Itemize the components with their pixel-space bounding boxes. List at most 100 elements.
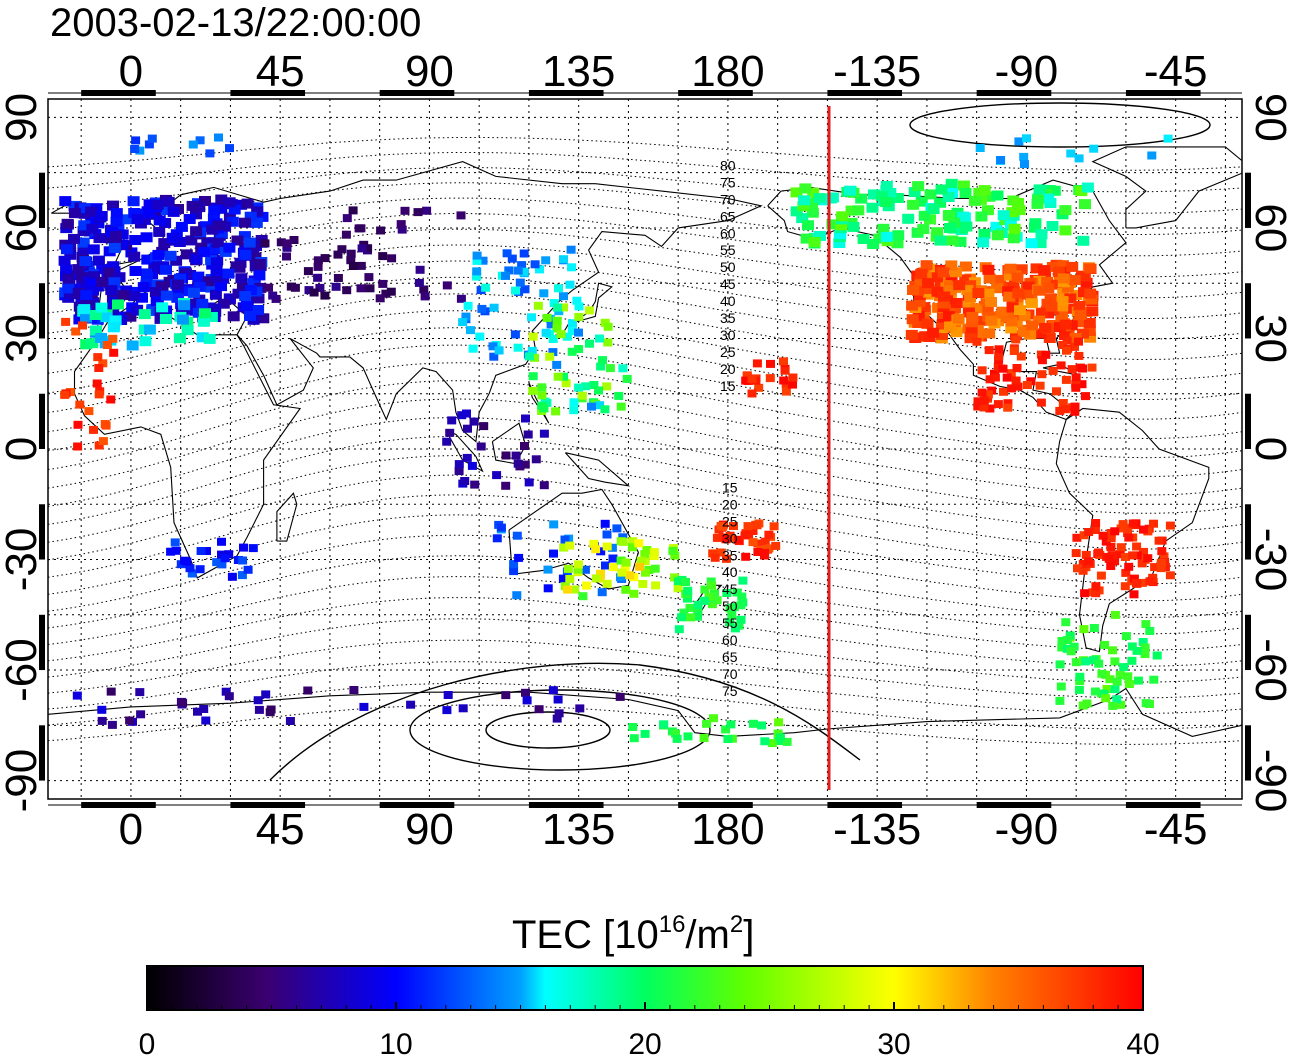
tec-cell: [223, 242, 236, 253]
tec-cell: [572, 296, 582, 305]
tec-cell: [978, 228, 991, 239]
tec-cell: [62, 283, 75, 294]
tec-cell: [513, 459, 523, 468]
tec-cell: [356, 284, 366, 293]
colorbar-title: TEC [1016/m2]: [512, 911, 754, 957]
coast-greenland: [1091, 146, 1242, 229]
tec-cell: [779, 357, 788, 366]
tec-cell: [982, 264, 995, 275]
tec-cell: [729, 522, 738, 530]
tec-cell: [972, 288, 985, 298]
tec-cell: [743, 522, 753, 531]
tec-cell: [1100, 640, 1110, 649]
tec-cell: [252, 305, 265, 315]
tec-cell: [238, 556, 248, 565]
tec-cell: [1115, 671, 1125, 679]
tec-cell: [985, 404, 995, 413]
tec-cell: [600, 405, 610, 414]
tec-cell: [1104, 554, 1114, 563]
tec-cell: [89, 425, 98, 434]
tec-cell: [509, 560, 519, 569]
tec-cell: [240, 300, 253, 311]
tec-cell: [458, 318, 468, 327]
tec-cell: [1002, 286, 1015, 297]
tec-cell: [219, 221, 232, 232]
tec-cell: [285, 717, 295, 725]
tec-cell: [993, 400, 1003, 409]
tec-cell: [914, 276, 927, 287]
tec-cell: [524, 478, 534, 487]
tec-cell: [92, 218, 105, 229]
tec-cell: [710, 553, 720, 562]
tec-cell: [348, 262, 358, 270]
tec-cell: [618, 364, 628, 373]
tec-cell: [73, 420, 83, 429]
tec-cell: [77, 243, 90, 254]
tec-cell: [356, 261, 366, 270]
tec-cell: [994, 274, 1007, 285]
tec-cell: [845, 205, 858, 216]
tec-cell: [552, 360, 562, 369]
tec-cell: [528, 372, 538, 381]
tec-cell: [1046, 221, 1059, 231]
tec-cell: [589, 381, 599, 389]
tec-cell: [420, 292, 430, 301]
tec-cell: [357, 244, 367, 253]
tec-cell: [867, 239, 880, 249]
tec-cell: [766, 359, 775, 368]
tec-cell: [602, 382, 612, 391]
contour-line: [48, 494, 1242, 585]
tec-cell: [235, 273, 248, 284]
tec-cell: [1002, 373, 1012, 382]
tec-cell: [85, 206, 98, 217]
tec-cell: [732, 588, 742, 597]
tec-cell: [725, 618, 735, 627]
tec-cell: [1123, 529, 1132, 537]
tec-cell: [1124, 533, 1134, 542]
tec-cell: [468, 344, 478, 353]
tec-cell: [551, 407, 561, 416]
tec-cell: [1089, 144, 1099, 153]
tec-cell: [1057, 643, 1067, 652]
tec-cell: [397, 225, 407, 234]
tec-cell: [628, 723, 638, 731]
tec-cell: [59, 196, 72, 207]
tec-cell: [541, 256, 551, 265]
tec-cell: [1128, 551, 1138, 560]
tec-cell: [494, 346, 504, 355]
tec-cell: [813, 193, 826, 204]
tec-cell: [1016, 352, 1026, 361]
tec-cell: [225, 144, 234, 153]
tec-cell: [1006, 207, 1019, 218]
tec-cell: [513, 266, 523, 275]
tec-cell: [582, 581, 592, 590]
tec-cell: [199, 705, 209, 713]
tec-cell: [573, 560, 583, 569]
magnetic-latitude-contours: [48, 102, 1242, 781]
tec-cell: [1110, 685, 1120, 694]
tec-cell: [1098, 531, 1108, 540]
tec-cell: [1121, 632, 1131, 641]
tec-cell: [957, 180, 970, 191]
frame-tick-bar: [39, 504, 45, 560]
tec-cell: [693, 600, 703, 609]
longitude-axis-bottom: 0 45 90 135 180 -135 -90 -45: [119, 805, 1208, 854]
tec-cell: [58, 255, 71, 266]
tec-cell: [304, 286, 314, 295]
tec-cell: [1058, 399, 1068, 407]
tec-cell: [681, 578, 690, 586]
tec-cell: [201, 716, 211, 725]
tec-cell: [97, 705, 107, 714]
tec-cell: [884, 187, 897, 198]
tec-cell: [881, 231, 893, 242]
latitude-axis-left: 90 60 30 0 -30 -60 -90: [0, 93, 46, 812]
tec-cell: [975, 211, 988, 222]
contour-label: 40: [720, 293, 736, 309]
tec-cell: [997, 210, 1010, 221]
tec-cell: [931, 272, 943, 283]
tec-cell: [136, 710, 146, 719]
contour-line: [48, 398, 1242, 496]
tec-cell: [921, 318, 934, 329]
tec-cell: [349, 686, 359, 694]
tec-cell: [1116, 543, 1126, 552]
